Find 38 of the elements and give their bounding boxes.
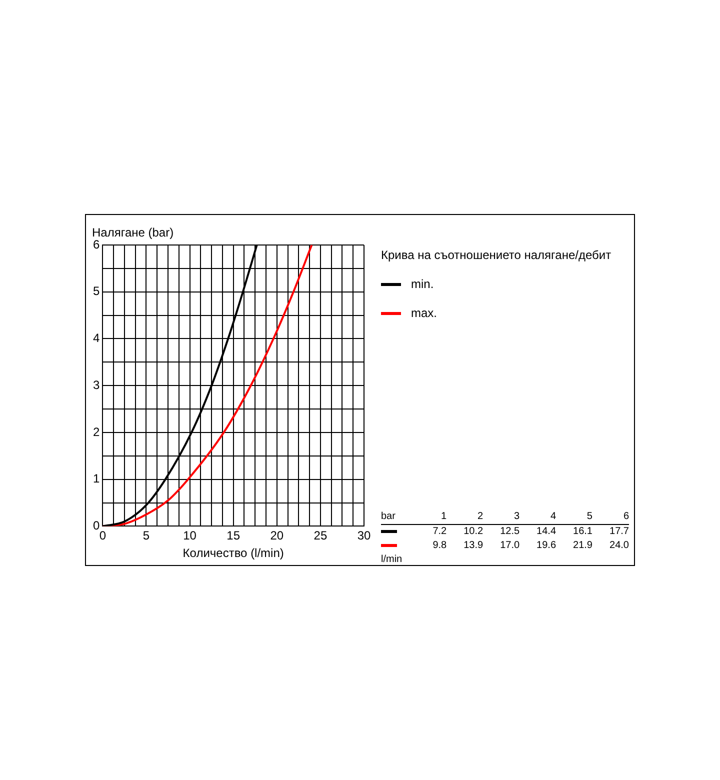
text: 9.8 (432, 539, 447, 553)
x-axis-title: Количество (l/min) (182, 546, 284, 560)
y-tick-label: 2 (92, 424, 100, 439)
text: 1 (420, 510, 447, 524)
text: 3 (483, 510, 520, 524)
text: 17.7 (608, 525, 629, 539)
text: 12.5 (499, 525, 520, 539)
text: 17.0 (499, 539, 520, 553)
text: 10.2 (462, 525, 484, 539)
x-tick-label: 20 (270, 528, 284, 543)
text: 19.6 (536, 539, 556, 553)
text: 13.9 (462, 539, 484, 553)
text: 5 (556, 510, 592, 524)
x-tick-label: 25 (314, 528, 328, 543)
text: 16.1 (572, 525, 592, 539)
text: 7.2 (432, 525, 447, 539)
y-tick-label: 6 (92, 237, 100, 252)
text: l/min (381, 553, 404, 567)
y-tick-label: 3 (92, 378, 100, 392)
text: 2 (446, 510, 484, 524)
text: 14.4 (536, 525, 556, 539)
x-tick-label: 5 (142, 528, 150, 543)
text: 21.9 (572, 539, 592, 553)
x-tick-label: 30 (357, 528, 371, 543)
text: 24.0 (608, 539, 629, 553)
text: bar (381, 510, 421, 524)
y-tick-label: 1 (92, 472, 100, 486)
y-tick-label: 4 (92, 331, 100, 346)
legend-title: Крива на съотношението налягане/дебит (381, 248, 612, 262)
y-axis-title: Налягане (bar) (92, 225, 174, 240)
text: 4 (520, 510, 556, 524)
y-tick-label: 5 (92, 284, 100, 298)
y-tick-label: 0 (92, 518, 100, 533)
text: 6 (592, 510, 629, 524)
x-tick-label: 15 (226, 528, 240, 543)
legend-label: min. (411, 277, 434, 291)
x-tick-label: 10 (183, 528, 197, 543)
legend-label: max. (411, 306, 438, 320)
